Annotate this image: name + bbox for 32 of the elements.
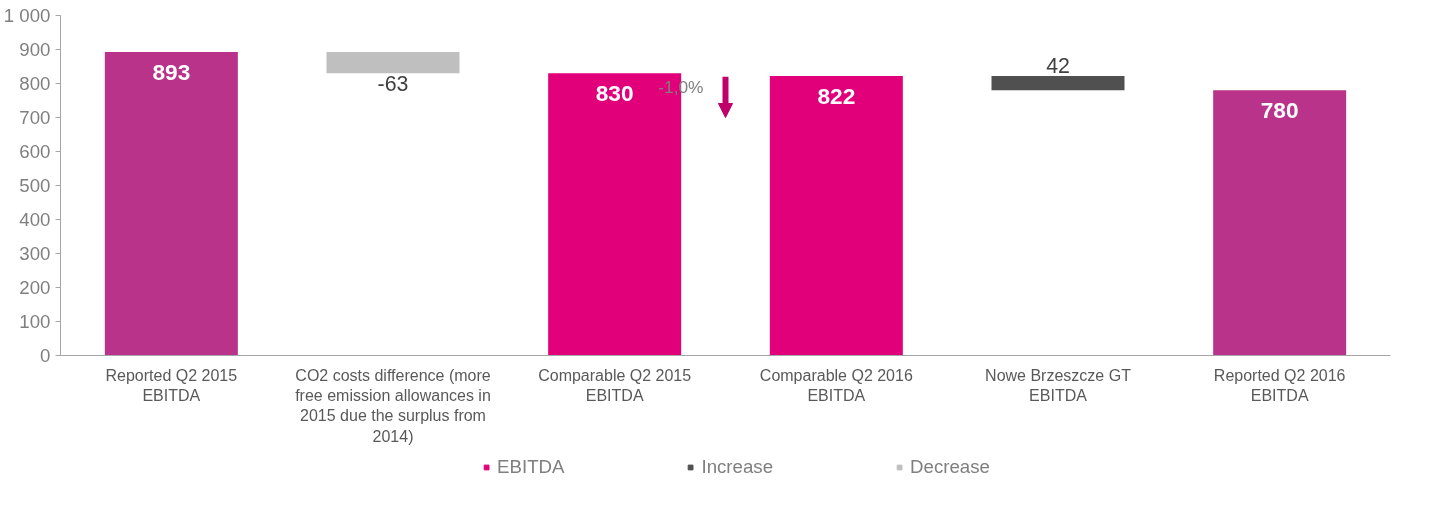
legend-label: Increase [701,456,774,478]
y-tick-label: 300 [19,243,51,264]
y-tick-label: 900 [19,39,51,60]
bar [1213,90,1347,356]
bar [991,76,1125,91]
annotation: -1,0% [658,76,704,97]
y-tick-label: 0 [40,345,51,366]
data-label: 780 [1260,97,1299,124]
data-label: 893 [152,58,191,85]
bar [769,76,903,356]
x-tick-label: Nowe Brzeszcze GT EBITDA [985,366,1132,404]
x-tick-label: Comparable Q2 2016 EBITDA [759,366,913,404]
data-label: 42 [1046,54,1070,79]
x-tick-label: CO2 costs difference (more free emission allowances in 2015 due the surplus from 2014) [295,366,491,445]
legend-label: EBITDA [497,456,565,478]
data-label: 822 [817,82,856,109]
y-tick-label: 500 [19,175,51,196]
data-label: 830 [595,80,634,107]
x-tick-label: Reported Q2 2016 EBITDA [1213,366,1346,404]
bar [104,51,238,356]
y-tick-label: 600 [19,141,51,162]
y-tick-label: 800 [19,73,51,94]
x-tick-label: Comparable Q2 2015 EBITDA [538,366,692,404]
legend-label: Decrease [910,456,990,478]
y-tick-label: 700 [19,107,51,128]
y-tick-label: 100 [19,311,51,332]
x-tick-label: Reported Q2 2015 EBITDA [105,366,238,404]
y-tick-label: 400 [19,209,51,230]
y-tick-label: 200 [19,277,51,298]
data-label: -63 [377,72,409,97]
bar [326,51,460,74]
y-tick-label: 1 000 [3,5,51,26]
